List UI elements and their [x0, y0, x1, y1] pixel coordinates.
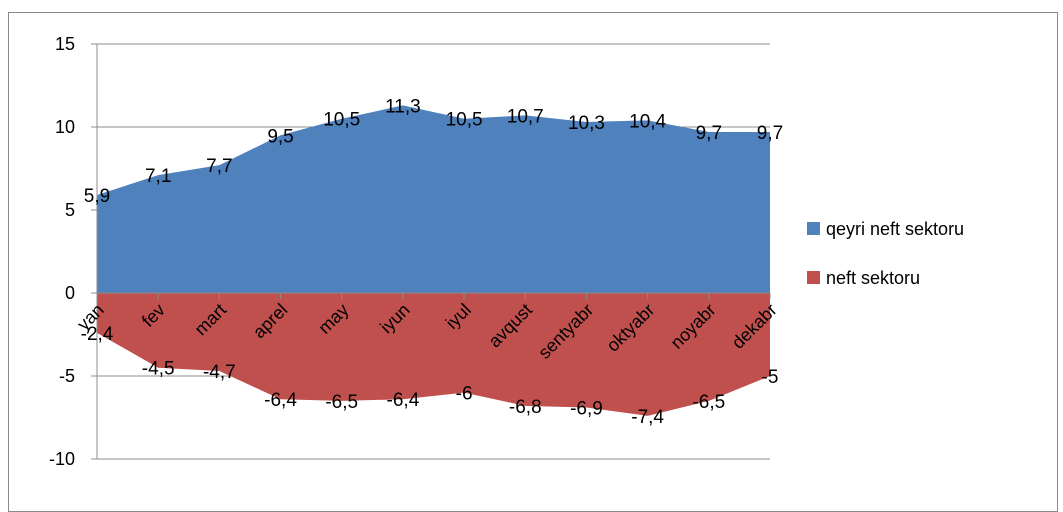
y-tick-label: 10	[55, 117, 75, 137]
series-area-qeyri-neft	[97, 105, 770, 293]
data-label-qeyri-neft: 10,7	[507, 106, 544, 127]
data-label-neft: -4,7	[203, 362, 236, 383]
data-label-neft: -6,9	[570, 399, 603, 420]
data-label-neft: -6,4	[264, 390, 297, 411]
data-label-qeyri-neft: 5,9	[84, 186, 110, 207]
y-tick-label: -5	[59, 366, 75, 386]
legend-swatch	[807, 271, 820, 284]
data-label-neft: -5	[762, 367, 779, 388]
data-label-qeyri-neft: 9,7	[757, 123, 783, 144]
series-area-neft	[97, 293, 770, 416]
data-label-qeyri-neft: 10,3	[568, 113, 605, 134]
legend-label: neft sektoru	[826, 268, 920, 288]
y-tick-label: 15	[55, 34, 75, 54]
data-label-qeyri-neft: 7,1	[145, 166, 171, 187]
legend-swatch	[807, 222, 820, 235]
y-tick-label: 5	[65, 200, 75, 220]
data-label-neft: -6,5	[692, 392, 725, 413]
data-label-qeyri-neft: 10,4	[629, 111, 666, 132]
data-label-qeyri-neft: 9,7	[696, 123, 722, 144]
y-tick-label: 0	[65, 283, 75, 303]
data-label-neft: -7,4	[631, 407, 664, 428]
data-label-qeyri-neft: 10,5	[323, 110, 360, 131]
data-label-neft: -4,5	[142, 359, 175, 380]
data-label-qeyri-neft: 11,3	[385, 96, 421, 117]
data-label-neft: -2,4	[81, 324, 114, 345]
data-label-qeyri-neft: 10,5	[446, 110, 483, 131]
data-label-neft: -6,4	[387, 390, 420, 411]
y-tick-label: -10	[49, 449, 75, 469]
data-label-qeyri-neft: 7,7	[206, 156, 232, 177]
data-label-neft: -6	[456, 384, 473, 405]
data-label-qeyri-neft: 9,5	[267, 126, 293, 147]
legend-label: qeyri neft sektoru	[826, 219, 964, 239]
data-label-neft: -6,8	[509, 397, 542, 418]
data-label-neft: -6,5	[325, 392, 358, 413]
